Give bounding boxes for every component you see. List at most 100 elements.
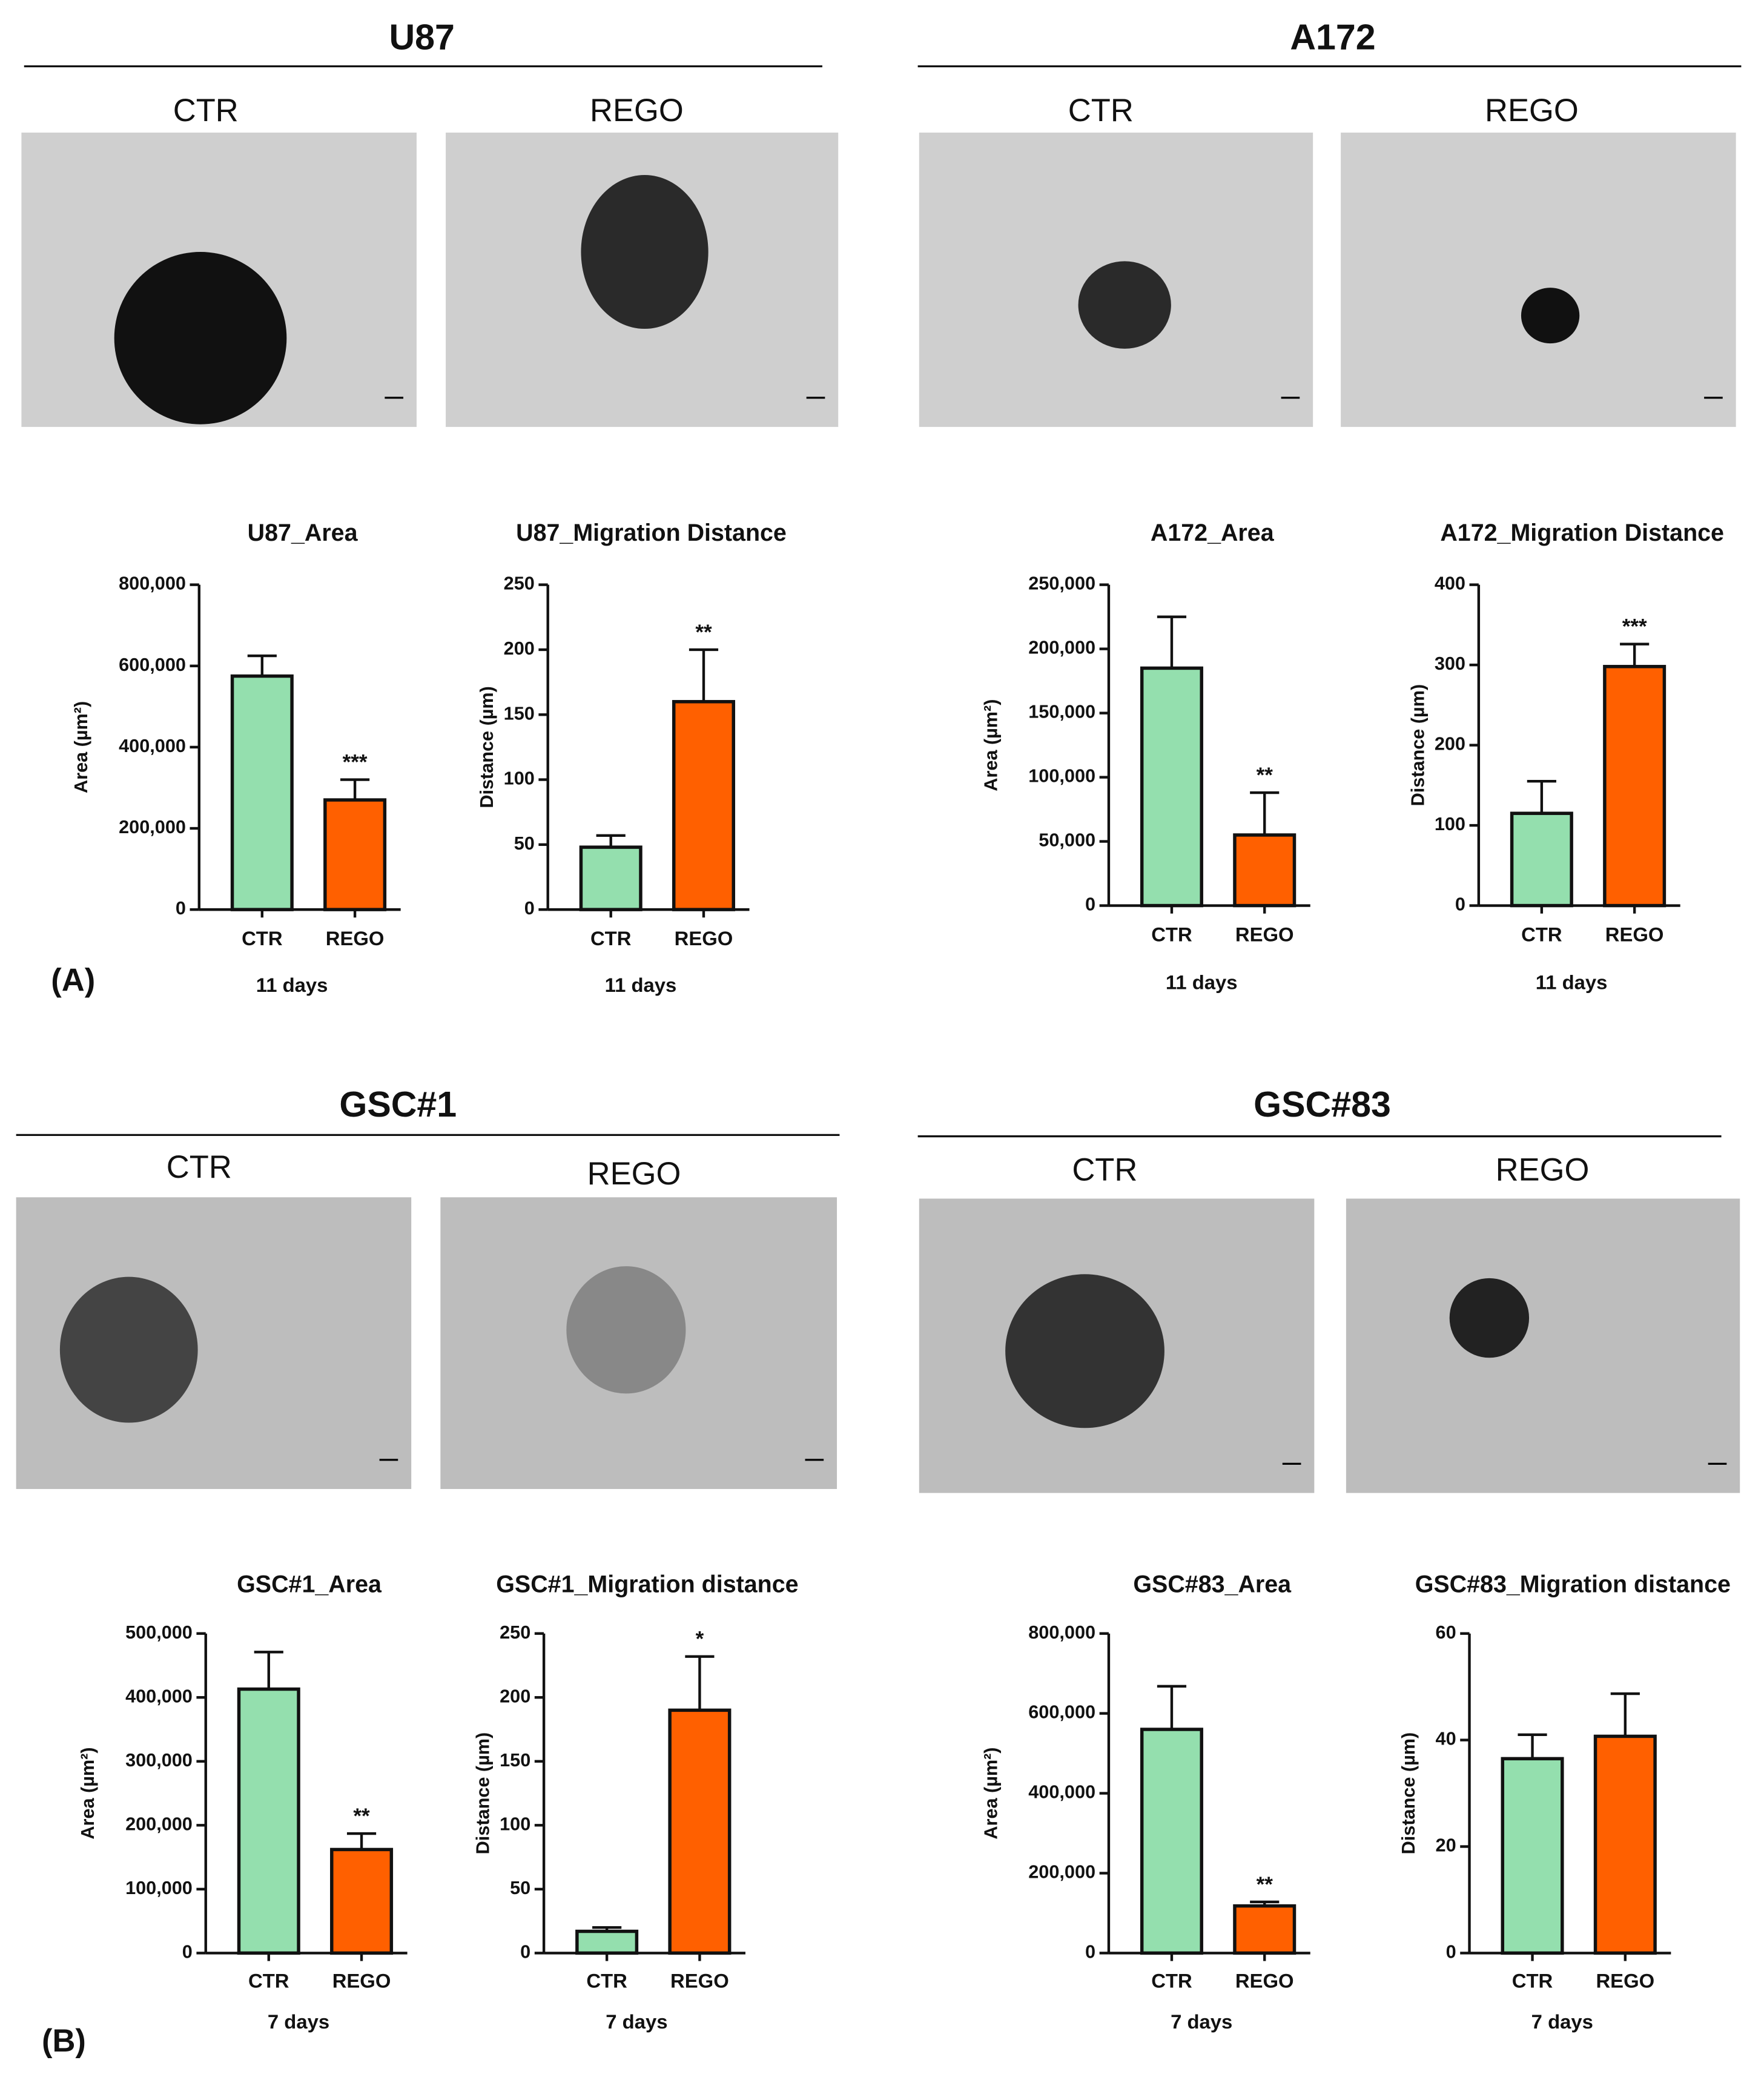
y-tick-label: 20 — [1436, 1835, 1456, 1856]
y-tick-label: 50,000 — [1039, 830, 1095, 851]
y-tick-label: 0 — [182, 1942, 193, 1963]
bar — [323, 798, 387, 911]
significance: *** — [1622, 615, 1647, 639]
group-title: A172 — [1290, 16, 1375, 57]
image-label: CTR — [1072, 1152, 1137, 1188]
chart-title: U87_Migration Distance — [516, 520, 787, 546]
x-tick-label: REGO — [670, 1969, 729, 1992]
y-tick-label: 0 — [1455, 894, 1465, 915]
image-label: CTR — [1068, 93, 1134, 128]
chart-title: GSC#83_Migration distance — [1415, 1571, 1731, 1597]
significance: * — [696, 1628, 704, 1651]
y-tick-label: 0 — [176, 898, 186, 919]
y-tick-label: 200 — [504, 638, 535, 659]
y-tick-label: 250 — [500, 1622, 530, 1643]
x-axis-label: 11 days — [1536, 971, 1608, 993]
y-tick-label: 200,000 — [1028, 1862, 1095, 1883]
bar — [1233, 833, 1297, 908]
y-tick-label: 300,000 — [125, 1750, 193, 1771]
x-axis-label: 7 days — [606, 2010, 667, 2033]
chart-title: GSC#1_Area — [237, 1571, 382, 1597]
y-tick-label: 100,000 — [125, 1878, 193, 1898]
spheroid — [59, 1276, 198, 1423]
y-tick-label: 50 — [510, 1878, 530, 1898]
y-tick-label: 600,000 — [119, 655, 186, 675]
y-tick-label: 100 — [504, 768, 535, 789]
x-tick-label: REGO — [1596, 1969, 1654, 1992]
x-axis-label: 11 days — [256, 974, 328, 996]
spheroid — [114, 252, 287, 424]
bar — [1501, 1757, 1564, 1955]
y-tick-label: 400,000 — [1028, 1782, 1095, 1803]
bar — [1140, 666, 1203, 908]
y-tick-label: 400 — [1435, 573, 1465, 594]
y-tick-label: 300 — [1435, 653, 1465, 674]
image-label: CTR — [167, 1149, 232, 1185]
significance: ** — [695, 621, 712, 644]
y-tick-label: 100,000 — [1028, 766, 1095, 787]
y-tick-label: 0 — [1085, 894, 1095, 915]
chart-title: GSC#83_Area — [1133, 1571, 1292, 1597]
y-axis-label: Distance (µm) — [1407, 684, 1428, 807]
y-tick-label: 400,000 — [119, 736, 186, 756]
bar — [1510, 811, 1573, 908]
bar — [575, 1929, 639, 1955]
micrograph — [1341, 132, 1736, 427]
bar — [237, 1687, 300, 1955]
group-title: GSC#1 — [339, 1084, 457, 1124]
chart-title: U87_Area — [248, 520, 358, 546]
y-tick-label: 100 — [1435, 814, 1465, 834]
x-axis-label: 7 days — [268, 2010, 329, 2033]
significance: *** — [343, 751, 368, 774]
spheroid — [1449, 1278, 1530, 1358]
panel-label: (B) — [42, 2023, 86, 2059]
y-tick-label: 0 — [1446, 1942, 1456, 1963]
y-tick-label: 60 — [1436, 1622, 1456, 1643]
y-tick-label: 150 — [500, 1750, 530, 1771]
y-axis-label: Area (µm²) — [78, 1747, 98, 1839]
x-tick-label: REGO — [326, 927, 385, 949]
x-axis-label: 11 days — [1166, 971, 1238, 993]
x-tick-label: CTR — [1512, 1969, 1553, 1992]
bar — [579, 845, 643, 911]
x-tick-label: CTR — [590, 927, 632, 949]
spheroid — [1521, 288, 1580, 344]
x-axis-label: 11 days — [605, 974, 677, 996]
x-tick-label: CTR — [242, 927, 283, 949]
x-tick-label: REGO — [1605, 923, 1664, 946]
y-tick-label: 0 — [524, 898, 535, 919]
y-tick-label: 200 — [500, 1686, 530, 1706]
bar — [672, 700, 735, 911]
x-tick-label: REGO — [1235, 923, 1294, 946]
spheroid — [1078, 261, 1171, 349]
spheroid — [581, 175, 709, 329]
y-tick-label: 0 — [1085, 1942, 1095, 1963]
spheroid — [566, 1266, 686, 1394]
micrograph — [1346, 1198, 1740, 1493]
image-label: CTR — [173, 93, 239, 128]
y-axis-label: Distance (µm) — [477, 686, 497, 808]
significance: ** — [353, 1804, 370, 1828]
group-title: U87 — [389, 16, 454, 57]
x-tick-label: CTR — [1151, 923, 1192, 946]
y-tick-label: 600,000 — [1028, 1702, 1095, 1723]
y-tick-label: 200,000 — [125, 1814, 193, 1834]
x-tick-label: REGO — [1235, 1969, 1294, 1992]
x-tick-label: CTR — [1151, 1969, 1192, 1992]
x-tick-label: REGO — [332, 1969, 391, 1992]
y-tick-label: 250,000 — [1028, 573, 1095, 594]
y-tick-label: 100 — [500, 1814, 530, 1834]
significance: ** — [1257, 764, 1273, 787]
bar — [1603, 665, 1667, 908]
image-label: REGO — [590, 93, 684, 128]
x-axis-label: 7 days — [1171, 2010, 1232, 2033]
y-tick-label: 800,000 — [119, 573, 186, 594]
y-tick-label: 50 — [514, 833, 535, 854]
y-tick-label: 200 — [1435, 734, 1465, 754]
y-tick-label: 200,000 — [119, 817, 186, 837]
bar — [1593, 1734, 1657, 1955]
y-tick-label: 500,000 — [125, 1622, 193, 1643]
x-tick-label: REGO — [675, 927, 733, 949]
bar — [230, 674, 294, 911]
